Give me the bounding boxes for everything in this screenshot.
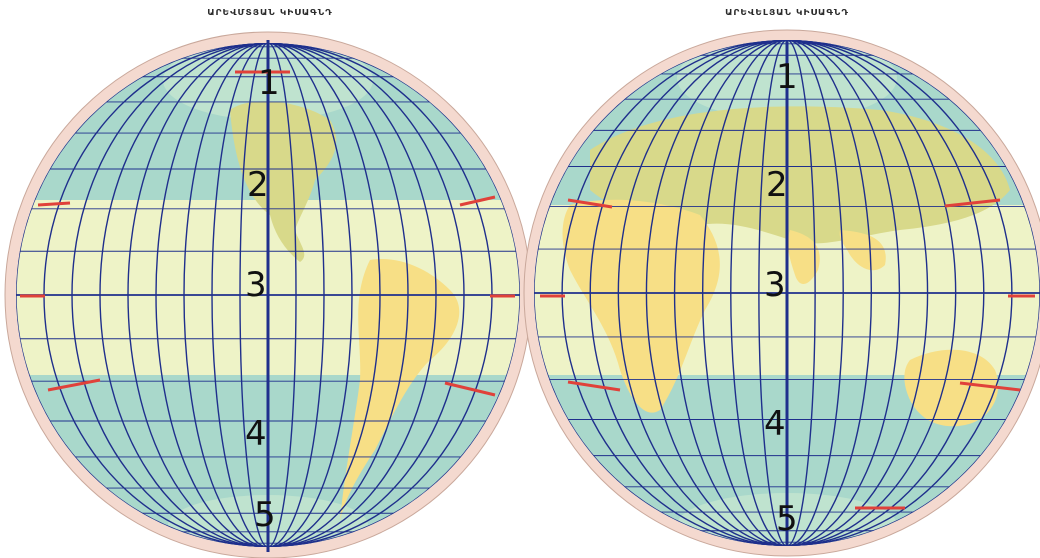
west-hemisphere-title: ԱՐԵՎՄՏՅԱՆ ԿԻՍԱԳՆԴ	[207, 8, 333, 18]
east-hemisphere-globe	[523, 29, 1040, 557]
east-zone-labels: 1 2 3 4 5	[764, 57, 798, 539]
west-zone-3-label: 3	[245, 265, 267, 305]
west-zone-4-label: 4	[245, 414, 267, 454]
india-land	[787, 230, 820, 285]
africa-land	[562, 199, 720, 413]
east-zone-5-label: 5	[776, 499, 798, 539]
north-america-land	[230, 101, 337, 262]
west-zone-5-label: 5	[254, 495, 276, 535]
east-tropic-markers	[540, 198, 1035, 510]
east-zone-3-label: 3	[764, 265, 786, 305]
se-asia-land	[839, 230, 886, 271]
west-tropic-markers	[20, 70, 515, 397]
east-zone-4-label: 4	[764, 404, 786, 444]
east-zone-1-label: 1	[776, 57, 798, 97]
south-america-land	[340, 259, 460, 520]
east-zone-2-label: 2	[766, 165, 788, 205]
west-zone-2-label: 2	[247, 165, 269, 205]
eurasia-land	[590, 106, 1010, 244]
east-hemisphere-title: ԱՐԵՎԵԼՅԱՆ ԿԻՍԱԳՆԴ	[725, 8, 849, 18]
west-hemisphere-globe	[4, 31, 532, 558]
west-zone-1-label: 1	[258, 63, 280, 103]
west-zone-labels: 1 2 3 4 5	[245, 63, 280, 535]
